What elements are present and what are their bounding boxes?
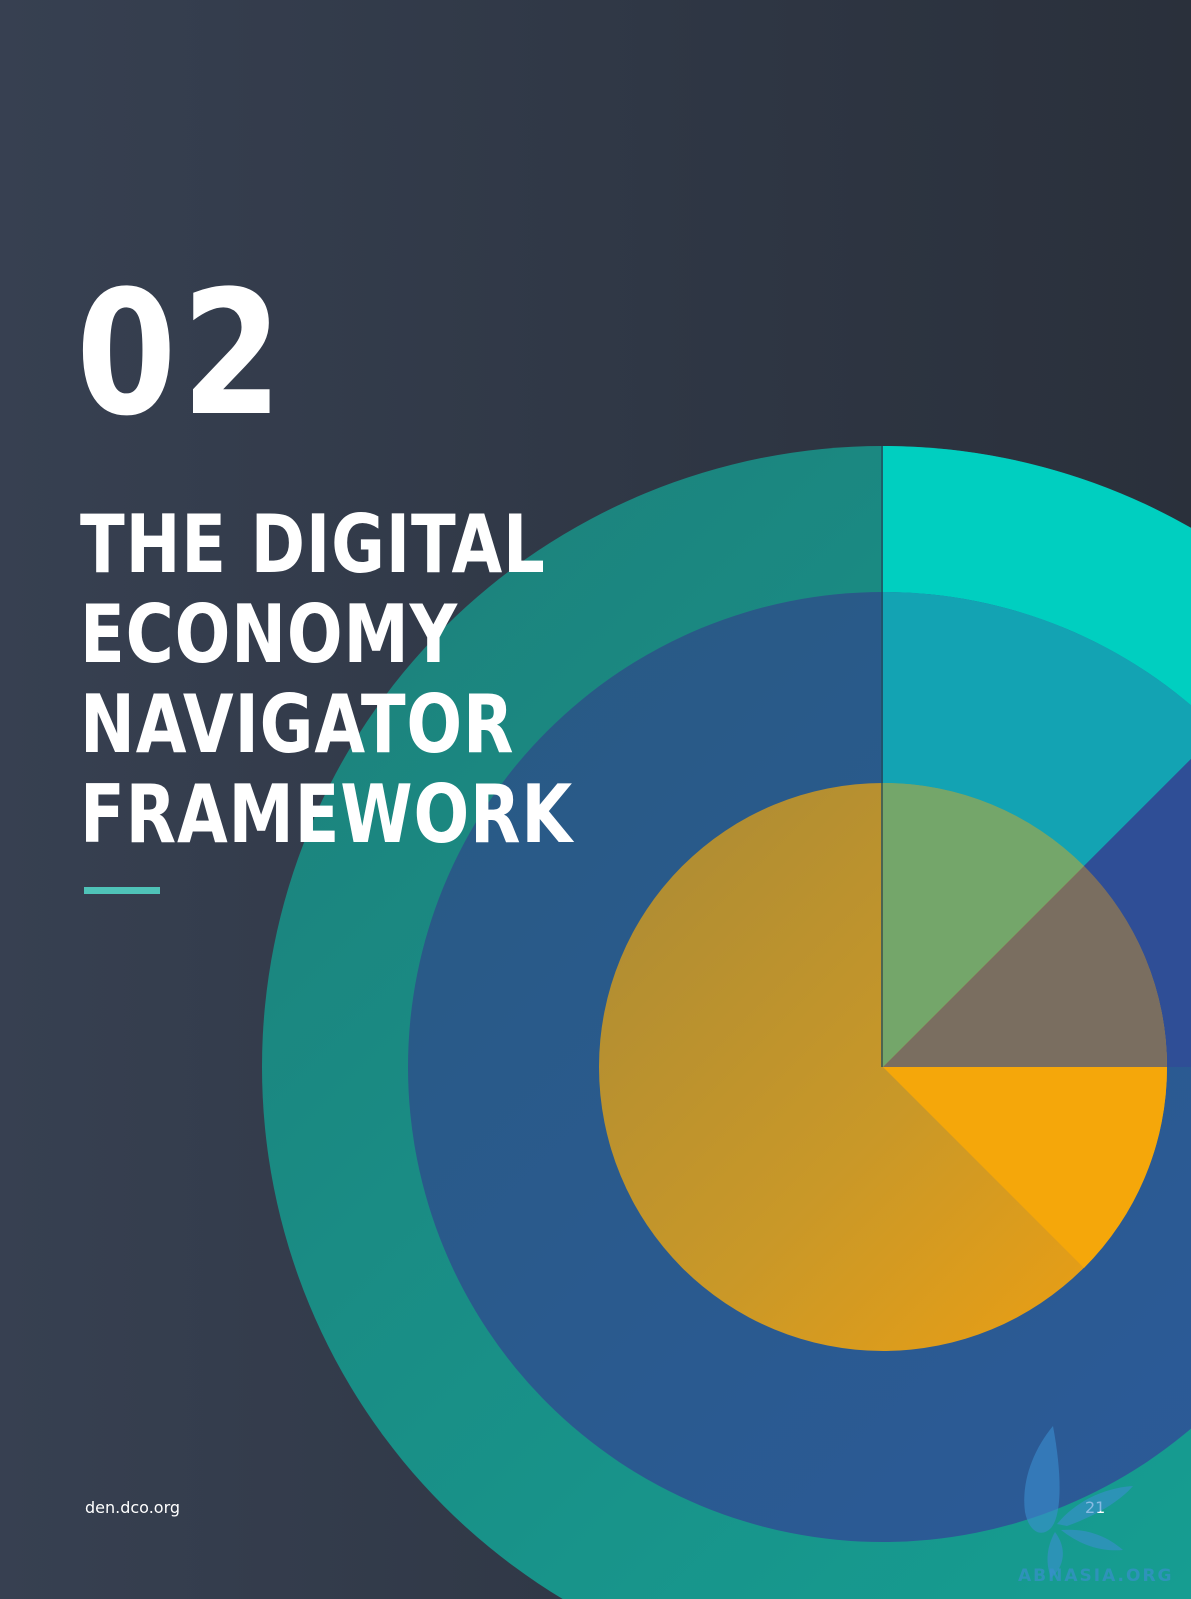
section-number: 02 <box>76 253 288 454</box>
watermark-text: ABNASIA.ORG <box>1018 1566 1174 1586</box>
section-title: THE DIGITAL ECONOMY NAVIGATOR FRAMEWORK <box>80 500 573 860</box>
core-pie-green-segment <box>883 782 1084 1067</box>
section-title-line: FRAMEWORK <box>80 768 574 861</box>
core-pie-bright-segment <box>883 1067 1168 1268</box>
section-title-line: THE DIGITAL <box>80 498 546 591</box>
butterfly-logo-icon <box>1024 1426 1133 1578</box>
section-title-line: ECONOMY <box>80 588 458 681</box>
core-pie-gray-segment <box>883 866 1168 1067</box>
section-title-line: NAVIGATOR <box>80 678 515 771</box>
accent-rule <box>84 887 160 894</box>
footer-url: den.dco.org <box>85 1498 181 1517</box>
